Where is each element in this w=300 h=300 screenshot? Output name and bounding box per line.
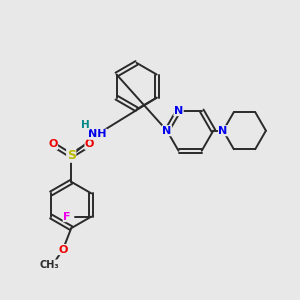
Text: O: O: [85, 140, 94, 149]
Text: NH: NH: [88, 129, 106, 139]
Text: S: S: [67, 149, 76, 162]
Text: F: F: [63, 212, 71, 222]
Text: N: N: [218, 126, 228, 136]
Text: CH₃: CH₃: [39, 260, 59, 270]
Text: N: N: [162, 126, 172, 136]
Text: O: O: [48, 140, 58, 149]
Text: H: H: [80, 120, 89, 130]
Text: N: N: [174, 106, 183, 116]
Text: O: O: [58, 244, 68, 255]
